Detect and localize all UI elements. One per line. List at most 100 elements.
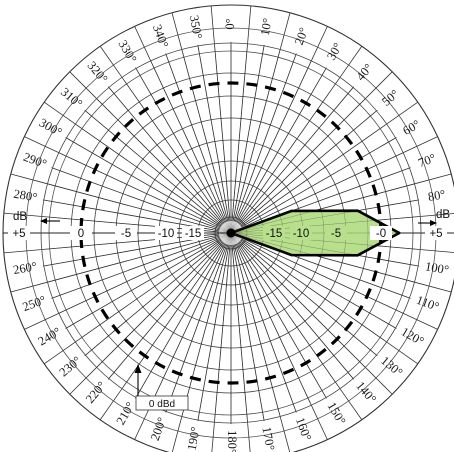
- pattern-ray: [136, 70, 230, 230]
- sector-divider: [403, 313, 438, 330]
- angle-label: 60°: [400, 117, 422, 138]
- grid-spoke: [233, 244, 281, 418]
- grid-spoke: [231, 244, 249, 424]
- pattern-ray: [198, 47, 231, 230]
- sector-divider: [44, 101, 75, 124]
- grid-spoke: [57, 237, 221, 315]
- sector-divider: [421, 213, 454, 217]
- angle-label: 160°: [293, 415, 314, 442]
- grid-spoke: [232, 44, 265, 222]
- grid-spoke: [239, 109, 378, 226]
- grid-spoke: [236, 67, 327, 223]
- grid-spoke: [239, 240, 378, 357]
- sector-divider: [311, 405, 328, 440]
- pattern-ray: [49, 184, 228, 233]
- angle-label: 340°: [150, 23, 171, 50]
- db-tick-label: -5: [121, 228, 131, 240]
- pattern-ray: [234, 138, 394, 232]
- pattern-ray: [234, 234, 408, 298]
- sector-divider: [24, 136, 59, 153]
- angle-label: 140°: [353, 379, 379, 406]
- grid-spoke: [51, 167, 220, 230]
- grid-spoke: [95, 97, 223, 225]
- sector-divider: [3, 249, 41, 254]
- grid-spoke: [165, 244, 228, 413]
- angle-label: 10°: [258, 17, 275, 37]
- pattern-ray: [233, 99, 365, 231]
- pattern-ray: [233, 88, 353, 231]
- db-tick-label: 0: [78, 228, 84, 240]
- sector-divider: [134, 405, 151, 440]
- pattern-ray: [76, 124, 228, 231]
- db-tick-label: -15: [185, 228, 202, 240]
- center-hub: [226, 228, 236, 238]
- grid-spoke: [197, 244, 230, 422]
- grid-spoke: [121, 242, 225, 390]
- grid-spoke: [236, 243, 327, 399]
- grid-spoke: [237, 76, 341, 224]
- sector-divider: [171, 417, 182, 452]
- grid-spoke: [65, 238, 221, 329]
- db-unit-label-right: dB: [436, 209, 450, 221]
- pattern-ray: [233, 78, 340, 230]
- pattern-ray: [214, 45, 231, 230]
- pattern-ray: [166, 56, 230, 230]
- grid-spoke: [42, 199, 220, 232]
- grid-spoke: [181, 244, 229, 418]
- pattern-ray: [232, 236, 311, 404]
- angle-label: 110°: [414, 293, 441, 314]
- pattern-ray: [166, 236, 230, 410]
- outer-rim: [2, 4, 454, 452]
- grid-spoke: [234, 244, 297, 413]
- db-tick-label: -5: [331, 228, 341, 240]
- pattern-ray: [234, 168, 408, 232]
- sector-divider: [280, 12, 291, 49]
- angle-label: 0°: [223, 18, 237, 29]
- grid-spoke: [237, 242, 341, 390]
- angle-label: 260°: [12, 259, 38, 277]
- grid-spoke: [51, 236, 220, 299]
- grid-spoke: [238, 86, 355, 225]
- label-band-edge: [40, 42, 422, 424]
- grid-spoke: [95, 241, 223, 369]
- grid-spoke: [213, 244, 231, 424]
- grid-spoke: [65, 137, 221, 228]
- grid-spoke: [233, 48, 281, 222]
- db-label-bg: [370, 226, 392, 240]
- db-label-bg: [263, 226, 285, 240]
- sector-divider: [134, 26, 151, 61]
- db-tick-label: -15: [266, 228, 283, 240]
- grid-spoke: [213, 42, 231, 222]
- db-label-bg: [325, 226, 347, 240]
- pattern-ray: [231, 45, 248, 230]
- pattern-ray: [214, 236, 231, 421]
- angle-label: 30°: [324, 40, 345, 62]
- pattern-ray: [233, 236, 340, 388]
- angle-label: 70°: [416, 151, 437, 170]
- pattern-ray: [54, 168, 228, 232]
- pattern-ray: [122, 78, 229, 230]
- reference-label: 0 dBd: [149, 399, 175, 410]
- angle-label: 200°: [148, 415, 169, 442]
- sector-divider: [415, 173, 452, 184]
- pattern-ray: [232, 70, 326, 230]
- grid-spoke: [240, 239, 388, 343]
- pattern-ray: [151, 236, 230, 404]
- pattern-ray: [231, 236, 248, 421]
- grid-spoke: [121, 76, 225, 224]
- sector-divider: [415, 282, 452, 293]
- angle-label: 310°: [58, 85, 85, 111]
- pattern-ray: [54, 234, 228, 298]
- sector-divider: [69, 367, 97, 395]
- pattern-ray: [109, 88, 229, 231]
- grid-spoke: [107, 86, 224, 225]
- pattern-ray: [76, 235, 228, 342]
- pattern-ray: [60, 153, 228, 232]
- pattern-ray: [234, 234, 402, 313]
- grid-spoke: [149, 59, 227, 223]
- grid-spoke: [197, 44, 230, 222]
- grid-spoke: [135, 243, 226, 399]
- angle-label: 40°: [353, 61, 375, 83]
- grid-spoke: [107, 241, 224, 380]
- pattern-ray: [234, 153, 402, 232]
